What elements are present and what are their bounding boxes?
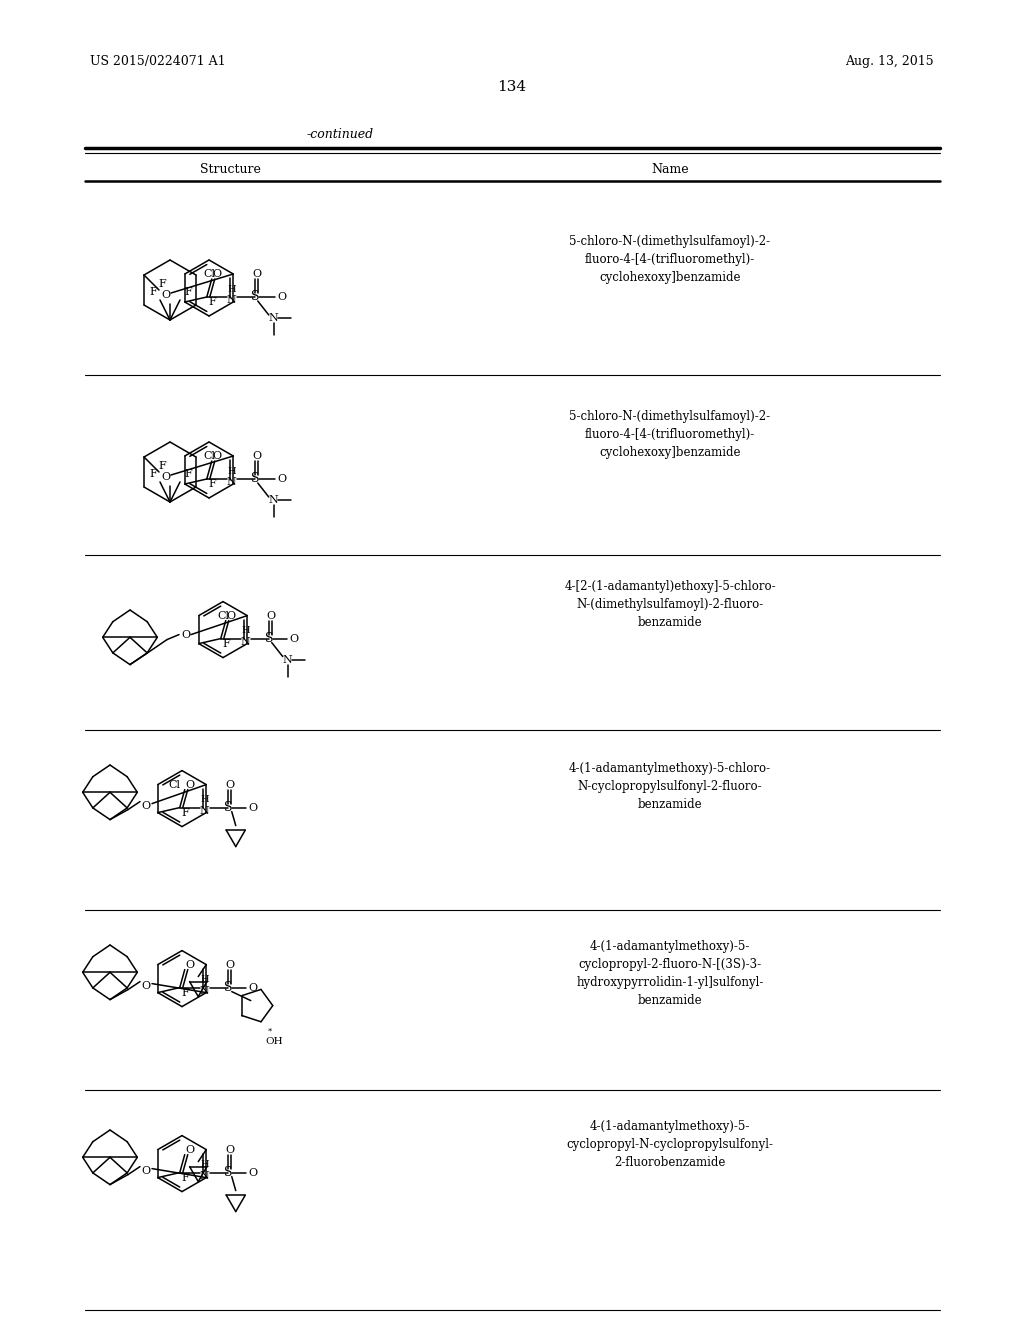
Text: O: O xyxy=(278,474,287,484)
Text: O: O xyxy=(185,1144,195,1155)
Text: S: S xyxy=(251,290,259,304)
Text: F: F xyxy=(150,286,157,297)
Text: O: O xyxy=(225,780,234,789)
Text: 5-chloro-N-(dimethylsulfamoyl)-2-
fluoro-4-[4-(trifluoromethyl)-
cyclohexoxy]ben: 5-chloro-N-(dimethylsulfamoyl)-2- fluoro… xyxy=(569,235,771,284)
Text: N: N xyxy=(200,1171,210,1180)
Text: F: F xyxy=(158,279,166,289)
Text: H: H xyxy=(227,466,237,475)
Text: O: O xyxy=(212,269,221,279)
Text: *: * xyxy=(267,1027,272,1036)
Text: F: F xyxy=(222,639,229,648)
Text: 5-chloro-N-(dimethylsulfamoyl)-2-
fluoro-4-[4-(trifluoromethyl)-
cyclohexoxy]ben: 5-chloro-N-(dimethylsulfamoyl)-2- fluoro… xyxy=(569,411,771,459)
Text: O: O xyxy=(266,611,275,620)
Text: 4-(1-adamantylmethoxy)-5-
cyclopropyl-N-cyclopropylsulfonyl-
2-fluorobenzamide: 4-(1-adamantylmethoxy)-5- cyclopropyl-N-… xyxy=(566,1119,773,1170)
Text: O: O xyxy=(225,1144,234,1155)
Text: US 2015/0224071 A1: US 2015/0224071 A1 xyxy=(90,55,225,69)
Text: O: O xyxy=(248,1168,257,1177)
Text: O: O xyxy=(252,451,261,461)
Text: O: O xyxy=(162,473,171,482)
Text: F: F xyxy=(158,461,166,471)
Text: O: O xyxy=(181,630,190,640)
Text: N: N xyxy=(200,805,210,816)
Text: 134: 134 xyxy=(498,81,526,94)
Text: H: H xyxy=(242,626,250,635)
Text: H: H xyxy=(227,285,237,293)
Text: Cl: Cl xyxy=(203,451,215,461)
Text: 4-(1-adamantylmethoxy)-5-
cyclopropyl-2-fluoro-N-[(3S)-3-
hydroxypyrrolidin-1-yl: 4-(1-adamantylmethoxy)-5- cyclopropyl-2-… xyxy=(577,940,764,1007)
Text: Cl: Cl xyxy=(168,780,180,789)
Text: O: O xyxy=(278,292,287,302)
Text: O: O xyxy=(141,1166,151,1176)
Text: F: F xyxy=(208,479,216,488)
Text: H: H xyxy=(201,975,209,985)
Text: O: O xyxy=(248,982,257,993)
Text: 4-[2-(1-adamantyl)ethoxy]-5-chloro-
N-(dimethylsulfamoyl)-2-fluoro-
benzamide: 4-[2-(1-adamantyl)ethoxy]-5-chloro- N-(d… xyxy=(564,579,776,630)
Text: N: N xyxy=(241,636,251,647)
Text: H: H xyxy=(201,795,209,804)
Text: F: F xyxy=(181,1172,188,1183)
Text: N: N xyxy=(269,313,279,323)
Text: S: S xyxy=(223,1166,232,1179)
Text: O: O xyxy=(162,290,171,300)
Text: Cl: Cl xyxy=(203,269,215,279)
Text: F: F xyxy=(181,808,188,817)
Text: O: O xyxy=(226,611,236,620)
Text: O: O xyxy=(289,634,298,644)
Text: S: S xyxy=(264,632,273,645)
Text: N: N xyxy=(227,477,237,487)
Text: O: O xyxy=(141,801,151,810)
Text: F: F xyxy=(181,987,188,998)
Text: S: S xyxy=(251,473,259,486)
Text: Aug. 13, 2015: Aug. 13, 2015 xyxy=(846,55,934,69)
Text: O: O xyxy=(248,803,257,813)
Text: Structure: Structure xyxy=(200,162,260,176)
Text: 4-(1-adamantylmethoxy)-5-chloro-
N-cyclopropylsulfonyl-2-fluoro-
benzamide: 4-(1-adamantylmethoxy)-5-chloro- N-cyclo… xyxy=(569,762,771,810)
Text: S: S xyxy=(223,801,232,814)
Text: Name: Name xyxy=(651,162,689,176)
Text: N: N xyxy=(200,986,210,995)
Text: O: O xyxy=(225,960,234,970)
Text: O: O xyxy=(185,960,195,970)
Text: N: N xyxy=(227,294,237,305)
Text: O: O xyxy=(185,780,195,789)
Text: F: F xyxy=(150,469,157,479)
Text: H: H xyxy=(201,1160,209,1170)
Text: F: F xyxy=(208,297,216,308)
Text: N: N xyxy=(269,495,279,506)
Text: S: S xyxy=(223,981,232,994)
Text: Cl: Cl xyxy=(217,611,229,620)
Text: -continued: -continued xyxy=(306,128,374,141)
Text: O: O xyxy=(252,269,261,279)
Text: OH: OH xyxy=(265,1038,283,1045)
Text: N: N xyxy=(283,655,293,664)
Text: O: O xyxy=(141,981,151,990)
Text: O: O xyxy=(212,451,221,461)
Text: F: F xyxy=(184,286,191,297)
Text: F: F xyxy=(184,469,191,479)
